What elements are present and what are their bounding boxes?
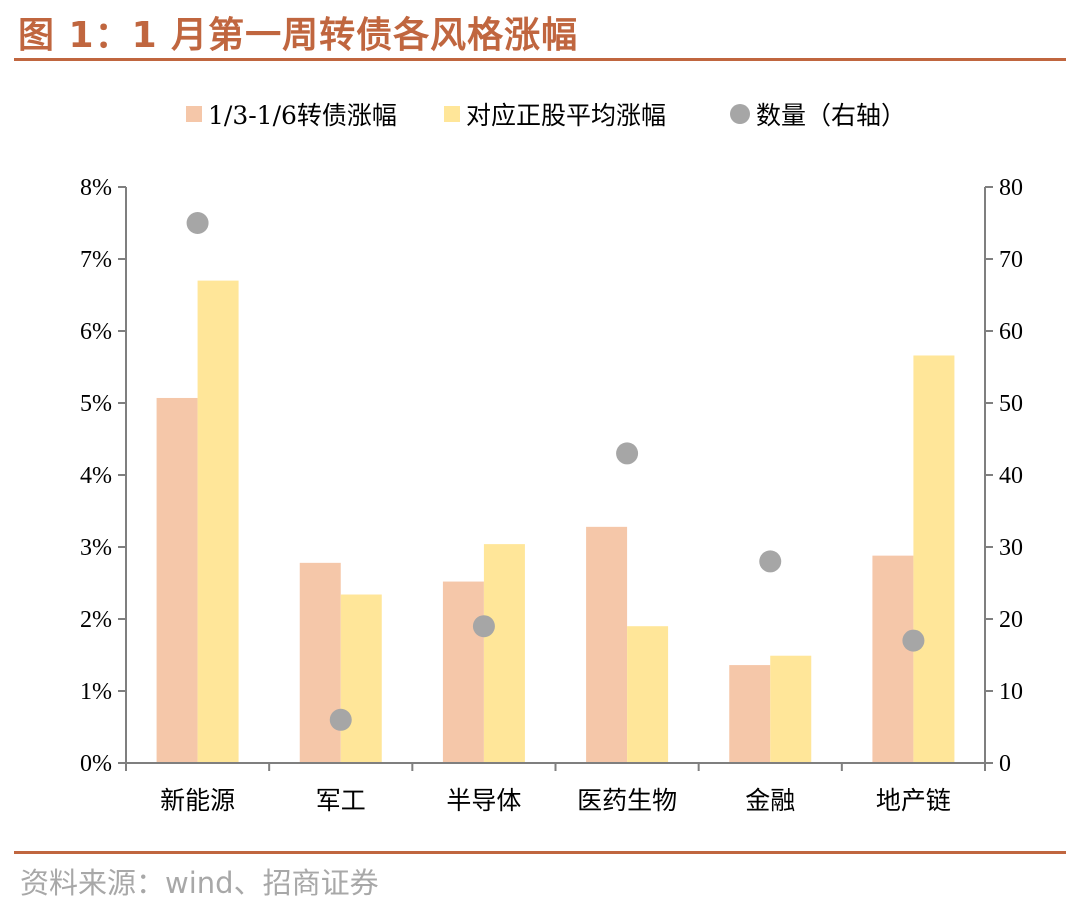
category-label-0: 新能源: [160, 786, 235, 815]
left-tick-label-2: 2%: [80, 607, 112, 633]
legend-item-stock: 对应正股平均涨幅: [444, 96, 666, 132]
bar-stock-4: [770, 655, 812, 763]
legend-item-bond: 1/3-1/6转债涨幅: [186, 96, 397, 132]
point-count-0: [186, 212, 209, 234]
source-rule: [14, 851, 1066, 854]
left-tick-label-6: 6%: [80, 319, 112, 345]
right-tick-label-4: 40: [999, 463, 1023, 489]
point-count-3: [616, 442, 639, 465]
bar-stock-0: [197, 280, 239, 763]
legend-label-stock: 对应正股平均涨幅: [466, 101, 667, 130]
left-tick-label-0: 0%: [80, 751, 112, 777]
category-label-4: 金融: [745, 786, 795, 815]
legend-swatch-bond: [186, 106, 202, 122]
right-tick-label-1: 10: [999, 679, 1023, 705]
title-rule: [14, 58, 1066, 61]
bar-bond-4: [729, 665, 771, 763]
left-tick-label-5: 5%: [80, 391, 112, 417]
left-tick-label-3: 3%: [80, 535, 112, 561]
right-tick-label-3: 30: [999, 535, 1023, 561]
legend-label-bond: 1/3-1/6转债涨幅: [208, 101, 397, 130]
point-count-4: [759, 550, 782, 573]
right-tick-label-7: 70: [999, 247, 1023, 273]
source-note: 资料来源：wind、招商证券: [20, 866, 379, 900]
figure-title: 图 1：1 月第一周转债各风格涨幅: [18, 15, 579, 56]
point-count-2: [472, 615, 495, 638]
left-tick-label-7: 7%: [80, 247, 112, 273]
right-tick-label-2: 20: [999, 607, 1023, 633]
point-count-5: [902, 629, 925, 652]
right-tick-label-0: 0: [999, 751, 1011, 777]
right-tick-label-5: 50: [999, 391, 1023, 417]
left-tick-label-8: 8%: [80, 175, 112, 201]
bar-stock-2: [483, 544, 525, 763]
left-tick-label-4: 4%: [80, 463, 112, 489]
category-label-2: 半导体: [446, 786, 521, 815]
point-count-1: [329, 708, 352, 731]
legend-label-count: 数量（右轴）: [756, 101, 907, 130]
bar-stock-3: [627, 626, 669, 763]
bar-stock-1: [340, 594, 382, 763]
legend-swatch-count: [730, 104, 750, 124]
category-label-3: 医药生物: [577, 786, 677, 815]
bar-stock-5: [913, 355, 955, 763]
right-tick-label-8: 80: [999, 175, 1023, 201]
bar-bond-0: [156, 397, 198, 763]
category-label-5: 地产链: [876, 786, 951, 815]
left-tick-label-1: 1%: [80, 679, 112, 705]
bar-bond-5: [872, 555, 914, 763]
bar-bond-1: [299, 562, 341, 763]
legend-item-count: 数量（右轴）: [730, 96, 906, 132]
bar-bond-3: [586, 526, 628, 763]
category-label-1: 军工: [316, 786, 366, 815]
chart-legend: 1/3-1/6转债涨幅 对应正股平均涨幅 数量（右轴）: [0, 96, 1080, 136]
legend-swatch-stock: [444, 106, 460, 122]
right-tick-label-6: 60: [999, 319, 1023, 345]
bar-bond-2: [442, 581, 484, 763]
